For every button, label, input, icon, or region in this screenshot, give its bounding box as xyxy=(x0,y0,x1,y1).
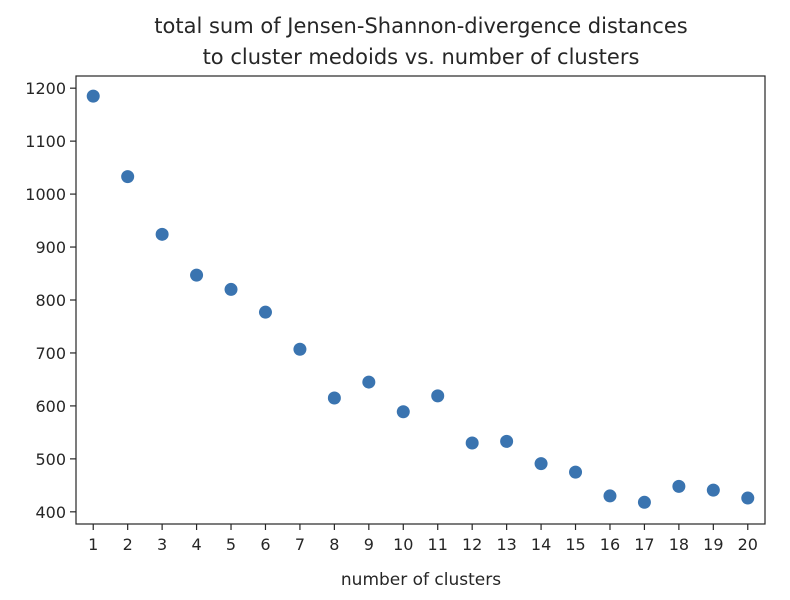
y-tick-label: 500 xyxy=(35,450,66,469)
y-tick-label: 900 xyxy=(35,238,66,257)
x-tick-label: 2 xyxy=(123,535,133,554)
x-tick-label: 6 xyxy=(260,535,270,554)
x-tick-label: 18 xyxy=(669,535,689,554)
data-point xyxy=(327,391,341,405)
data-point xyxy=(362,375,376,389)
data-point xyxy=(155,227,169,241)
x-tick-label: 7 xyxy=(295,535,305,554)
data-point xyxy=(569,465,583,479)
x-tick-label: 1 xyxy=(88,535,98,554)
x-tick-label: 13 xyxy=(496,535,516,554)
data-point xyxy=(741,491,755,505)
x-tick-label: 8 xyxy=(329,535,339,554)
data-point xyxy=(706,483,720,497)
data-point xyxy=(637,495,651,509)
y-axis-ticks: 400 500 600 700 800 900 1000 1100 1200 xyxy=(25,79,76,522)
x-axis-label: number of clusters xyxy=(341,570,501,590)
data-point xyxy=(86,89,100,103)
x-tick-label: 12 xyxy=(462,535,482,554)
x-tick-label: 16 xyxy=(600,535,620,554)
data-points xyxy=(86,89,755,509)
data-point xyxy=(258,305,272,319)
chart-title-line-2: to cluster medoids vs. number of cluster… xyxy=(203,45,640,69)
data-point xyxy=(603,489,617,503)
x-tick-label: 15 xyxy=(565,535,585,554)
x-tick-label: 11 xyxy=(428,535,448,554)
data-point xyxy=(534,457,548,471)
x-axis-ticks: 1 2 3 4 5 6 7 8 9 10 11 12 13 14 15 16 17 18 19 20 xyxy=(88,524,758,554)
x-tick-label: 3 xyxy=(157,535,167,554)
data-point xyxy=(293,342,307,356)
data-point xyxy=(431,389,445,403)
y-tick-label: 1000 xyxy=(25,185,66,204)
y-tick-label: 400 xyxy=(35,503,66,522)
x-tick-label: 5 xyxy=(226,535,236,554)
x-tick-label: 9 xyxy=(364,535,374,554)
x-tick-label: 19 xyxy=(703,535,723,554)
y-tick-label: 600 xyxy=(35,397,66,416)
x-tick-label: 17 xyxy=(634,535,654,554)
data-point xyxy=(672,479,686,493)
data-point xyxy=(121,170,135,184)
x-tick-label: 14 xyxy=(531,535,551,554)
y-tick-label: 1200 xyxy=(25,79,66,98)
y-tick-label: 700 xyxy=(35,344,66,363)
data-point xyxy=(465,436,479,450)
x-tick-label: 4 xyxy=(191,535,201,554)
chart-title-line-1: total sum of Jensen-Shannon-divergence d… xyxy=(154,14,687,38)
plot-area-frame xyxy=(75,75,766,525)
data-point xyxy=(224,282,238,296)
x-tick-label: 20 xyxy=(738,535,758,554)
data-point xyxy=(396,405,410,419)
x-tick-label: 10 xyxy=(393,535,413,554)
y-tick-label: 800 xyxy=(35,291,66,310)
data-point xyxy=(190,268,204,282)
y-tick-label: 1100 xyxy=(25,132,66,151)
data-point xyxy=(500,434,514,448)
